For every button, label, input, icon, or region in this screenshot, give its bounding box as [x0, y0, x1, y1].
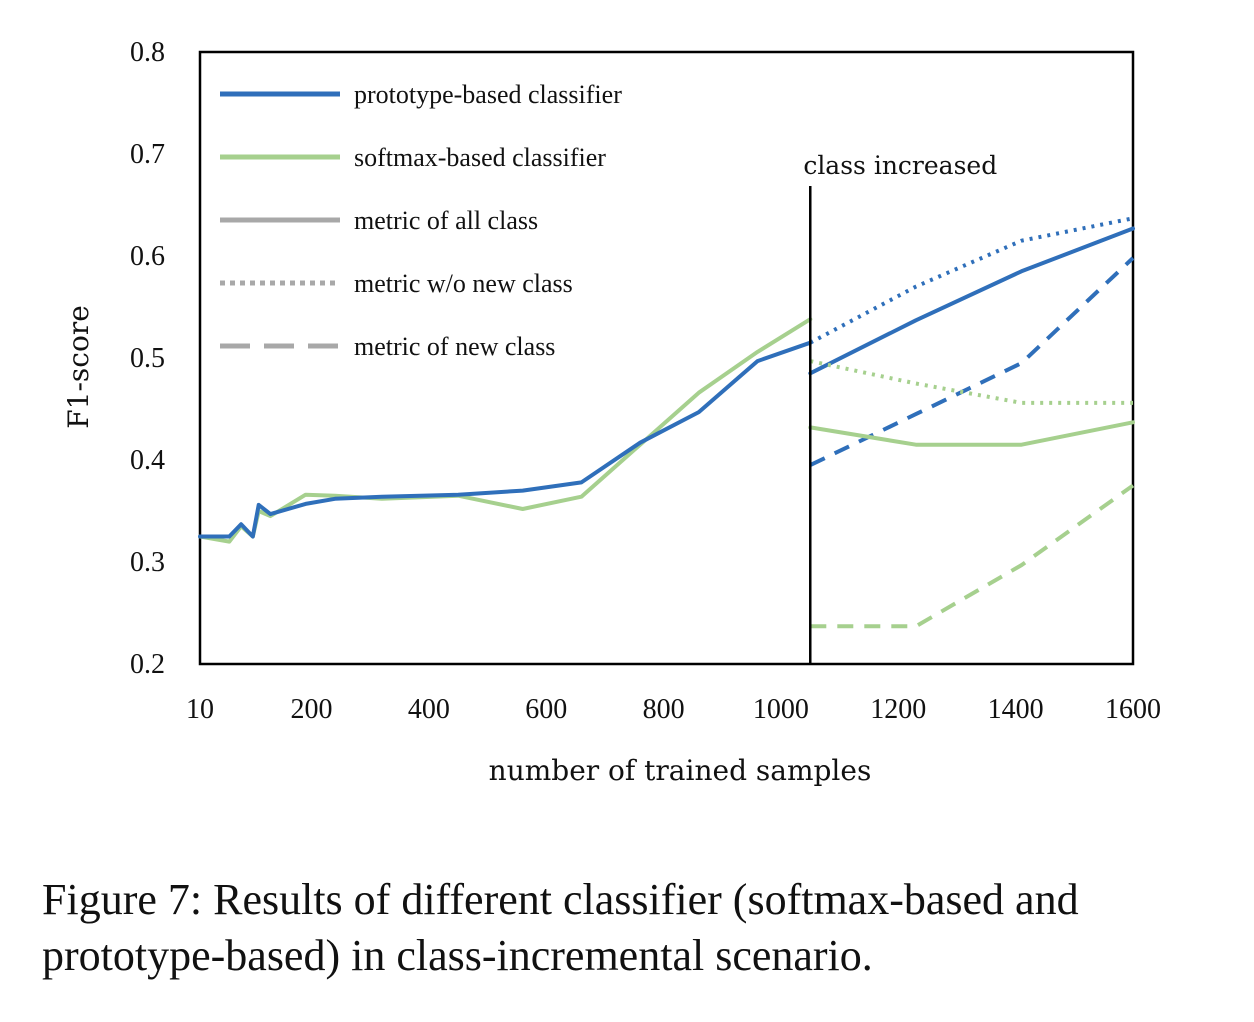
x-tick-label: 200	[290, 694, 332, 725]
plot-border	[198, 50, 1135, 666]
figure-caption: Figure 7: Results of different classifie…	[42, 875, 1079, 980]
legend: prototype-based classifier softmax-based …	[220, 80, 622, 361]
y-tick-label: 0.6	[130, 241, 165, 272]
x-tick-label: 400	[408, 694, 450, 725]
legend-label: metric of new class	[354, 332, 555, 361]
x-tick-label: 800	[643, 694, 685, 725]
line-chart: class increased 0.2 0.3 0.4 0.5 0.6 0.7 0.8 10…	[62, 37, 1161, 787]
legend-label: metric of all class	[354, 206, 538, 235]
x-tick-label: 1000	[753, 694, 809, 725]
series-layer	[198, 216, 1135, 629]
y-axis-ticks: 0.2 0.3 0.4 0.5 0.6 0.7 0.8	[130, 37, 165, 680]
series-line	[809, 256, 1135, 467]
class-increased-label: class increased	[803, 151, 997, 180]
y-tick-label: 0.8	[130, 37, 165, 68]
plot-frame	[198, 50, 1135, 666]
x-tick-label: 1400	[988, 694, 1044, 725]
series-line	[808, 420, 1135, 447]
y-tick-label: 0.3	[130, 547, 165, 578]
legend-label: softmax-based classifier	[354, 143, 606, 172]
y-tick-label: 0.5	[130, 343, 165, 374]
series-line	[809, 359, 1133, 405]
x-tick-label: 600	[525, 694, 567, 725]
series-line	[198, 340, 813, 539]
series-line	[810, 483, 1135, 629]
x-tick-label: 1200	[870, 694, 926, 725]
y-tick-label: 0.7	[130, 139, 165, 170]
x-axis-title: number of trained samples	[489, 754, 872, 787]
x-tick-label: 1600	[1105, 694, 1161, 725]
annotation-layer: class increased	[803, 151, 997, 664]
x-tick-label: 10	[186, 694, 214, 725]
series-line	[809, 216, 1134, 345]
y-axis-title: F1-score	[62, 305, 95, 429]
legend-label: metric w/o new class	[354, 269, 573, 298]
x-axis-ticks: 10 200 400 600 800 1000 1200 1400 1600	[186, 694, 1161, 725]
y-tick-label: 0.2	[130, 649, 165, 680]
legend-label: prototype-based classifier	[354, 80, 622, 109]
y-tick-label: 0.4	[130, 445, 165, 476]
series-line	[808, 226, 1135, 376]
